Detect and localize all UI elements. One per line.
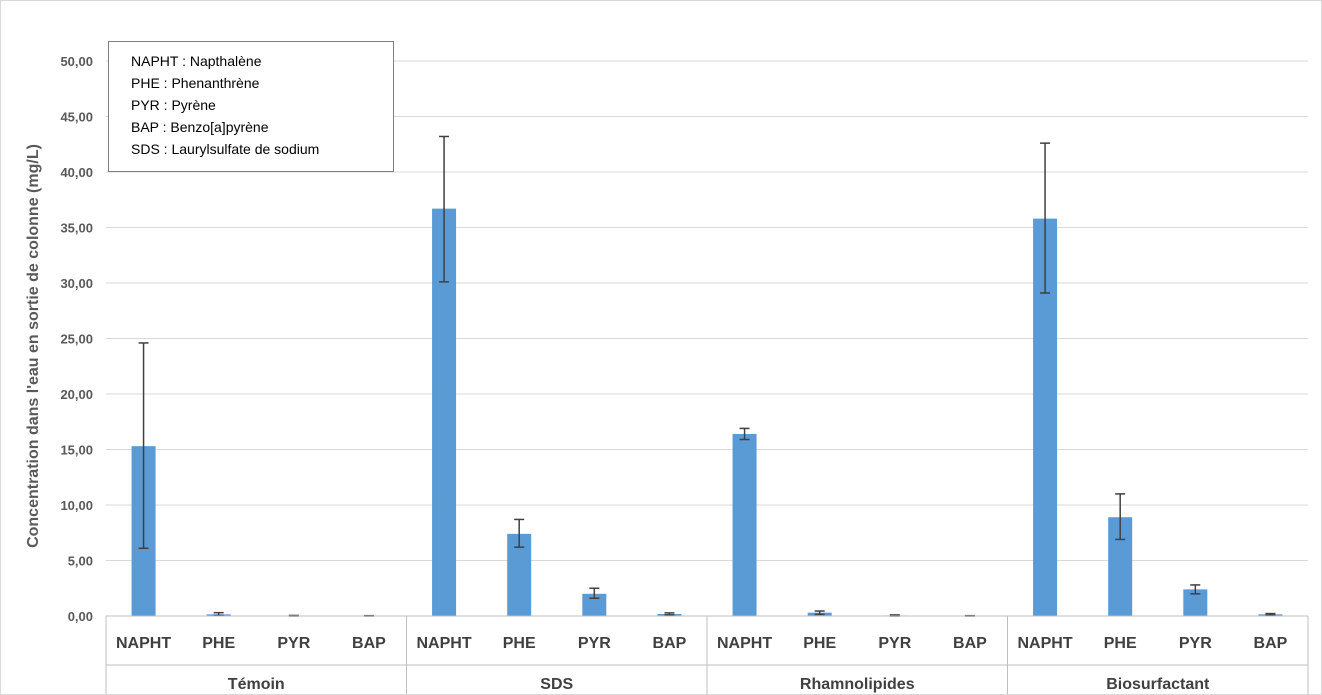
error-bar [589,587,600,599]
bar [582,593,607,616]
bar [732,433,757,616]
x-tick-label: BAP [953,635,987,652]
y-tick-label: 35,00 [60,221,93,236]
y-tick-label: 30,00 [60,276,93,291]
y-tick-label: 25,00 [60,332,93,347]
group-label: SDS [540,676,573,693]
x-tick-label: PHE [503,635,536,652]
x-axis: NAPHT PHE PYR BAP Témoin NAPHT PHE PYR BAP SDS NAP… [105,615,1309,694]
x-tick-label: BAP [1254,635,1288,652]
y-tick-label: 10,00 [60,498,93,513]
y-tick-label: 5,00 [68,554,93,569]
y-tick-label: 40,00 [60,165,93,180]
group-label: Biosurfactant [1106,676,1210,693]
error-bar [1040,142,1051,294]
group-label: Rhamnolipides [800,676,915,693]
bars [131,208,1283,616]
x-tick-label: NAPHT [1018,635,1073,652]
x-tick-label: BAP [352,635,386,652]
error-bar [514,518,525,548]
error-bar [1190,584,1201,595]
error-bars [138,135,1276,617]
x-tick-label: NAPHT [116,635,171,652]
legend-line: PYR : Pyrène [131,97,216,113]
x-tick-label: BAP [653,635,687,652]
x-tick-label: PHE [202,635,235,652]
legend-line: PHE : Phenanthrène [131,75,260,91]
x-tick-label: PYR [1179,635,1212,652]
error-bar [213,611,224,617]
error-bar [439,135,450,283]
x-tick-label: NAPHT [417,635,472,652]
x-tick-label: NAPHT [717,635,772,652]
group-label: Témoin [228,676,285,693]
y-axis-ticks: 0,00 5,00 10,00 15,00 20,00 25,00 30,00 35,00 40… [60,54,93,624]
y-tick-label: 0,00 [68,609,93,624]
error-bar [814,610,825,616]
x-tick-label: PYR [578,635,611,652]
x-tick-label: PHE [1104,635,1137,652]
error-bar [664,612,675,616]
y-tick-label: 45,00 [60,110,93,125]
y-axis-label: Concentration dans l'eau en sortie de co… [25,144,42,548]
legend-line: BAP : Benzo[a]pyrène [131,119,269,135]
legend-box: NAPHT : Napthalène PHE : Phenanthrène PY… [108,41,394,172]
y-tick-label: 20,00 [60,387,93,402]
legend-line: SDS : Laurylsulfate de sodium [131,141,320,157]
y-tick-label: 50,00 [60,54,93,69]
error-bar [739,427,750,441]
legend-line: NAPHT : Napthalène [131,53,262,69]
error-bar [138,342,149,550]
x-tick-label: PYR [277,635,310,652]
x-tick-label: PHE [803,635,836,652]
error-bar [1115,493,1126,541]
x-tick-label: PYR [878,635,911,652]
y-tick-label: 15,00 [60,443,93,458]
error-bar [1265,612,1276,616]
